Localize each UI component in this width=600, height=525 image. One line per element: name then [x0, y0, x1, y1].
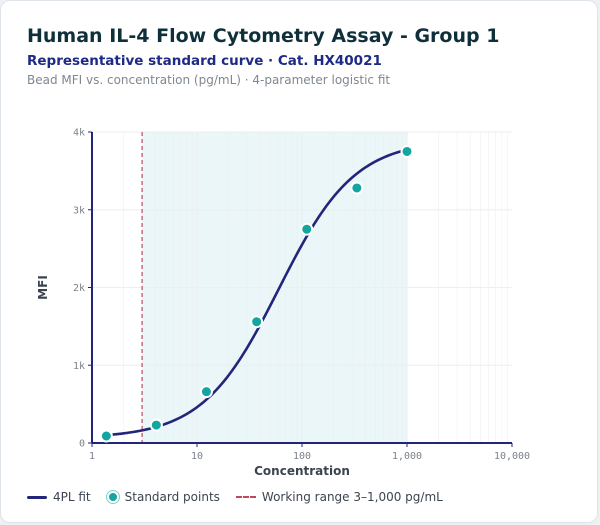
standard-point — [199, 385, 213, 399]
x-tick-label: 10 — [191, 451, 203, 462]
standard-point — [350, 181, 364, 195]
standard-point — [99, 429, 113, 443]
chart-legend: 4PL fit Standard points Working range 3–… — [27, 489, 443, 505]
legend-range-label: Working range 3–1,000 pg/mL — [261, 490, 443, 504]
legend-range-swatch — [235, 496, 256, 498]
x-tick-label: 10,000 — [494, 451, 530, 462]
legend-points-label: Standard points — [124, 490, 220, 504]
chart-caption: Bead MFI vs. concentration (pg/mL) · 4-p… — [27, 73, 391, 87]
legend-fit-swatch — [27, 495, 47, 499]
y-axis-title: MFI — [36, 275, 50, 300]
y-tick-label: 3k — [73, 205, 85, 216]
legend-fit-label: 4PL fit — [53, 490, 91, 504]
x-tick-label: 1,000 — [392, 451, 422, 462]
legend-item-range[interactable]: Working range 3–1,000 pg/mL — [235, 490, 443, 504]
y-tick-label: 0 — [79, 439, 85, 450]
y-tick-label: 1k — [73, 361, 85, 372]
y-tick-label: 4k — [73, 128, 85, 139]
x-tick-label: 100 — [293, 451, 311, 462]
legend-item-points[interactable]: Standard points — [106, 490, 220, 504]
standard-point — [300, 222, 314, 236]
chart-title: Human IL-4 Flow Cytometry Assay - Group … — [27, 25, 500, 47]
x-tick-label: 1 — [89, 451, 95, 462]
standard-point — [250, 315, 264, 329]
y-tick-label: 2k — [73, 283, 85, 294]
legend-points-swatch — [106, 491, 119, 503]
x-axis-title: Concentration — [254, 464, 350, 478]
standard-point — [400, 144, 414, 158]
chart-subtitle: Representative standard curve · Cat. HX4… — [27, 53, 382, 69]
standard-point — [149, 418, 163, 432]
legend-item-fit[interactable]: 4PL fit — [27, 490, 91, 504]
